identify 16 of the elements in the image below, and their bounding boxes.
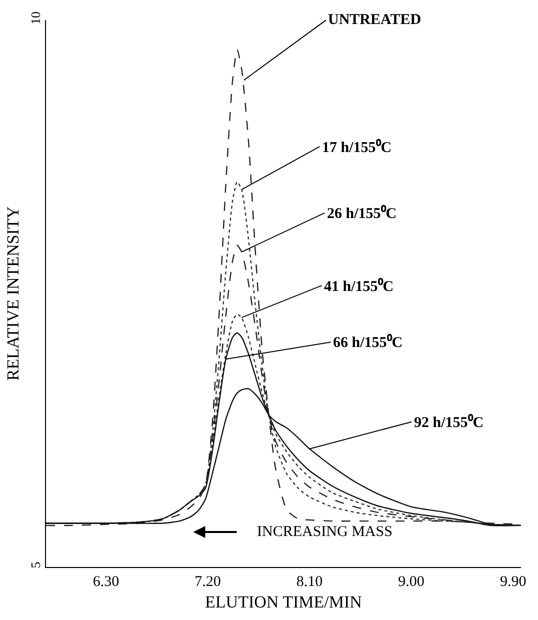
x-tick-label: 9.90 <box>500 574 526 590</box>
annotation: 66 h/155⁰C <box>333 333 403 351</box>
y-tick-label: 10 <box>28 12 43 25</box>
x-tick-label: 7.20 <box>194 574 221 590</box>
annotation: 17 h/155⁰C <box>322 138 392 156</box>
annotation: 26 h/155⁰C <box>327 204 397 222</box>
annotation: 41 h/155⁰C <box>324 277 394 295</box>
y-tick-label: 5 <box>28 562 43 568</box>
x-tick-label: 9.00 <box>398 574 424 590</box>
x-tick-label: 8.10 <box>296 574 323 590</box>
annotation: 92 h/155⁰C <box>414 413 484 431</box>
y-axis-title: RELATIVE INTENSITY <box>3 206 22 381</box>
annotation: UNTREATED <box>328 12 422 28</box>
annotation: INCREASING MASS <box>257 524 392 540</box>
x-tick-label: 6.30 <box>92 574 120 590</box>
x-axis-title: ELUTION TIME/MIN <box>205 592 362 612</box>
